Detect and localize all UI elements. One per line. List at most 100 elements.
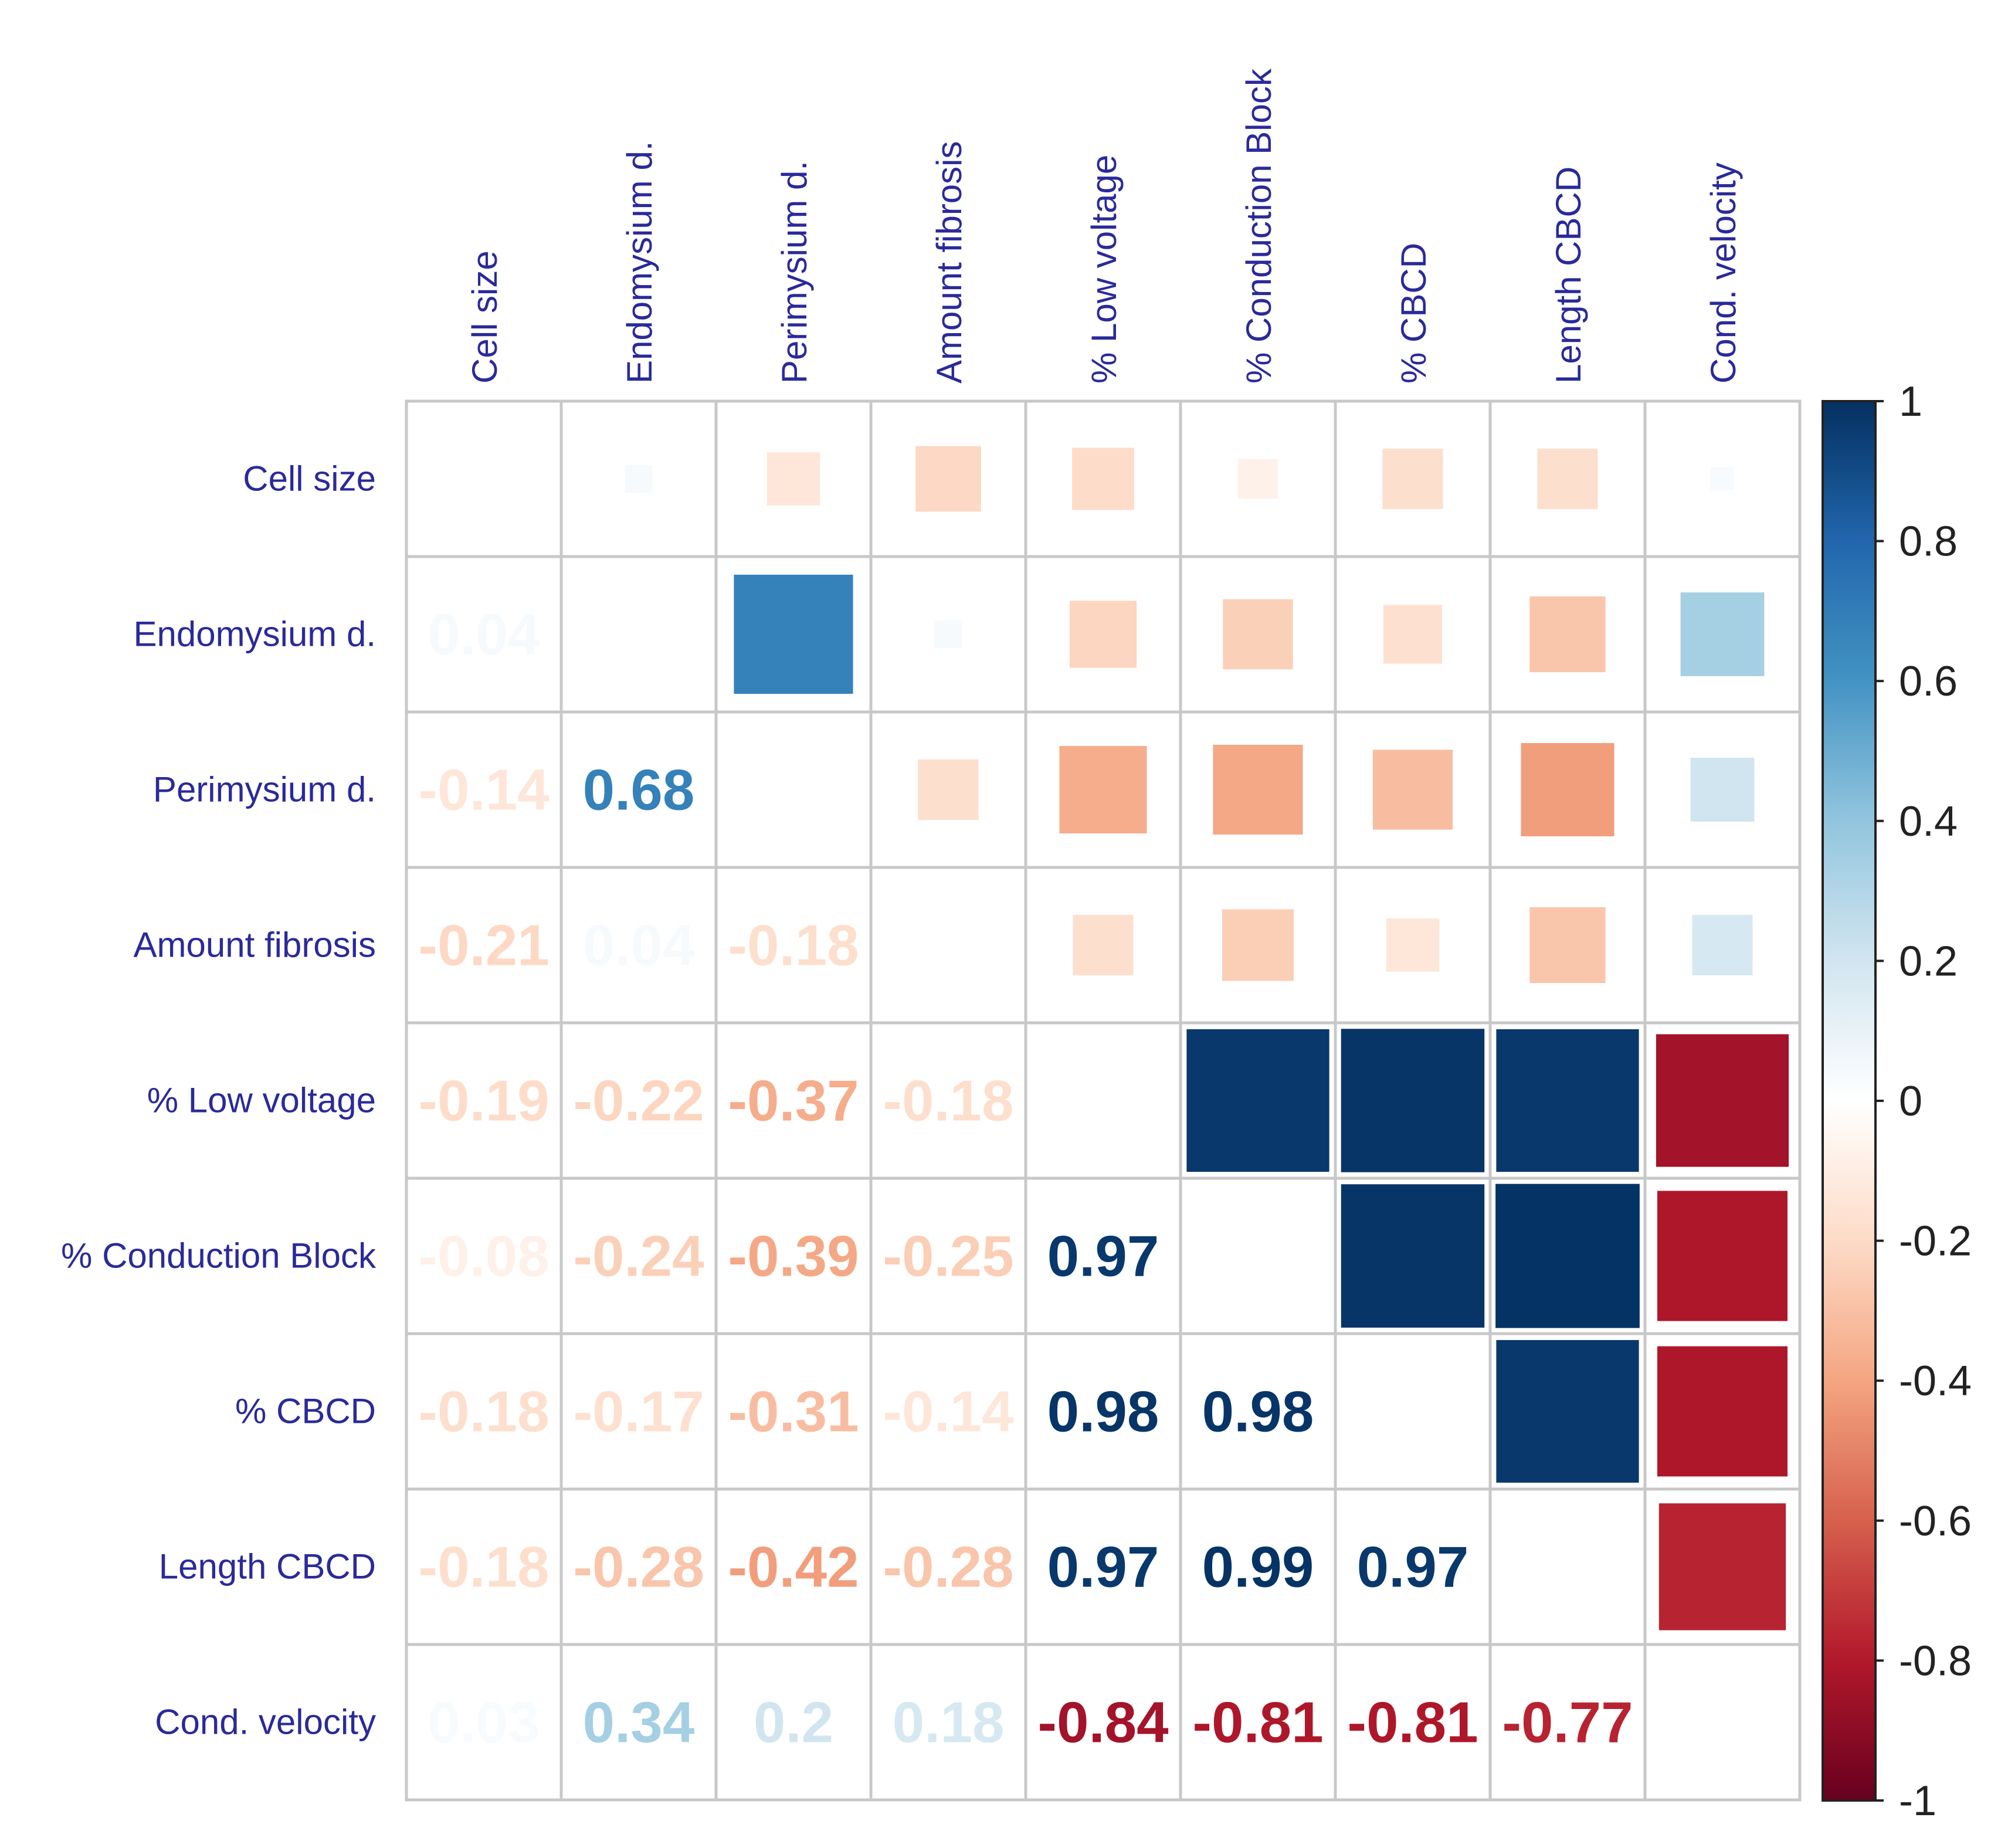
correlation-square (1678, 591, 1766, 678)
correlation-square (1185, 1027, 1331, 1174)
correlation-square (1535, 446, 1600, 511)
row-label: % CBCD (235, 1392, 376, 1431)
correlation-square (1494, 1182, 1641, 1330)
colorbar-tick-label: 0.8 (1899, 518, 1958, 565)
grid-cell (714, 1643, 873, 1802)
correlation-value-label: 0.03 (428, 1690, 540, 1755)
correlation-value-label: -0.14 (418, 758, 549, 822)
correlation-value-label: -0.18 (728, 913, 859, 978)
grid-cell (559, 555, 718, 714)
correlation-value-label: 0.04 (428, 602, 540, 667)
correlation-square (1656, 1189, 1789, 1323)
correlation-square (1070, 446, 1136, 512)
correlation-value-label: -0.18 (418, 1535, 549, 1599)
grid-cell (1643, 1643, 1802, 1802)
grid-cell (1179, 1332, 1337, 1491)
colorbar-tick-label: -1 (1899, 1778, 1936, 1825)
grid-cell (1488, 1643, 1647, 1802)
row-label: % Low voltage (147, 1081, 376, 1120)
correlation-value-label: -0.81 (1192, 1690, 1323, 1755)
correlation-square (916, 757, 981, 822)
row-label: Cond. velocity (155, 1703, 376, 1742)
colorbar-tick-label: -0.4 (1899, 1358, 1972, 1405)
correlation-square (1371, 748, 1455, 832)
correlation-square (914, 444, 983, 514)
row-label: Amount fibrosis (134, 925, 377, 965)
grid-cell (1024, 1332, 1182, 1491)
correlation-value-label: -0.18 (418, 1379, 549, 1444)
colorbar-tick-label: 0.6 (1899, 658, 1958, 705)
correlation-square (1381, 603, 1444, 666)
colorbar-tick-label: -0.2 (1899, 1218, 1972, 1265)
correlation-square (932, 619, 964, 650)
correlation-value-label: 0.68 (583, 758, 695, 822)
correlation-square (1657, 1501, 1788, 1632)
grid-cell (714, 866, 873, 1025)
correlation-value-label: -0.39 (728, 1224, 859, 1288)
column-label: % Conduction Block (1239, 68, 1278, 384)
correlation-value-label: 0.97 (1357, 1535, 1469, 1599)
grid-cell (1334, 555, 1492, 714)
grid-cell (405, 399, 563, 558)
correlation-value-label: -0.25 (883, 1224, 1013, 1288)
correlation-square (765, 450, 822, 507)
grid-cell (1488, 1487, 1647, 1646)
grid-cell (559, 1643, 718, 1802)
correlation-value-label: -0.31 (728, 1379, 859, 1444)
colorbar-tick-label: -0.8 (1899, 1637, 1972, 1684)
column-label: % Low voltage (1084, 155, 1124, 384)
correlation-value-label: -0.81 (1347, 1690, 1478, 1755)
grid-cell (405, 1332, 563, 1491)
correlation-square (1654, 1032, 1791, 1169)
correlation-value-label: -0.37 (728, 1069, 859, 1133)
column-label: Cell size (465, 250, 504, 384)
colorbar-tick-label: 0 (1899, 1078, 1922, 1125)
correlation-value-label: -0.42 (728, 1535, 859, 1599)
grid-cell (869, 866, 1027, 1025)
colorbar-gradient (1822, 400, 1877, 1802)
colorbar-tick-label: 0.4 (1899, 798, 1958, 845)
column-label: Length CBCD (1549, 167, 1588, 384)
grid-cell (714, 1176, 873, 1335)
correlation-square (1656, 1344, 1789, 1479)
correlation-square (732, 572, 855, 696)
grid-cell (1024, 1176, 1182, 1335)
grid-cell (714, 1487, 873, 1646)
correlation-square (1384, 917, 1441, 974)
correlation-square (1339, 1182, 1487, 1330)
correlation-value-label: 0.97 (1047, 1224, 1159, 1288)
correlation-square (1688, 756, 1756, 823)
column-label: Amount fibrosis (930, 141, 969, 384)
correlation-value-label: -0.14 (883, 1379, 1013, 1444)
column-label: Perimysium d. (775, 161, 814, 384)
correlation-value-label: 0.2 (754, 1690, 833, 1755)
grid-cell (714, 1332, 873, 1491)
correlation-value-label: 0.99 (1202, 1535, 1314, 1599)
correlation-value-label: -0.18 (883, 1069, 1013, 1133)
correlation-square (1381, 446, 1445, 511)
correlation-square (1708, 465, 1736, 493)
column-label: % CBCD (1394, 243, 1433, 384)
correlation-value-label: -0.17 (573, 1379, 704, 1444)
grid-cell (559, 1176, 718, 1335)
correlation-value-label: -0.28 (573, 1535, 704, 1599)
row-labels: Cell size Endomysium d. Perimysium d. Amoun… (61, 459, 377, 1742)
correlation-value-label: 0.98 (1202, 1379, 1314, 1444)
grid-cell (1179, 1176, 1337, 1335)
correlation-value-label: 0.98 (1047, 1379, 1159, 1444)
grid-cell (1334, 710, 1492, 869)
grid-cell (714, 710, 873, 869)
correlation-value-label: -0.28 (883, 1535, 1013, 1599)
grid-cell (869, 1643, 1027, 1802)
colorbar-tick-label: 0.2 (1899, 938, 1958, 985)
grid-cell (869, 1021, 1027, 1180)
grid-cell (1024, 1487, 1182, 1646)
correlation-square (1071, 913, 1135, 978)
grid-cell (559, 710, 718, 869)
grid-cell (1024, 1021, 1182, 1180)
correlation-square (1494, 1338, 1641, 1485)
matrix-cells: 0.04 -0.14 0.68 -0.21 0.04 -0.18 -0.19 -0.22 -0.… (405, 399, 1802, 1802)
row-label: Endomysium d. (134, 615, 377, 654)
grid-cell (1643, 399, 1802, 558)
